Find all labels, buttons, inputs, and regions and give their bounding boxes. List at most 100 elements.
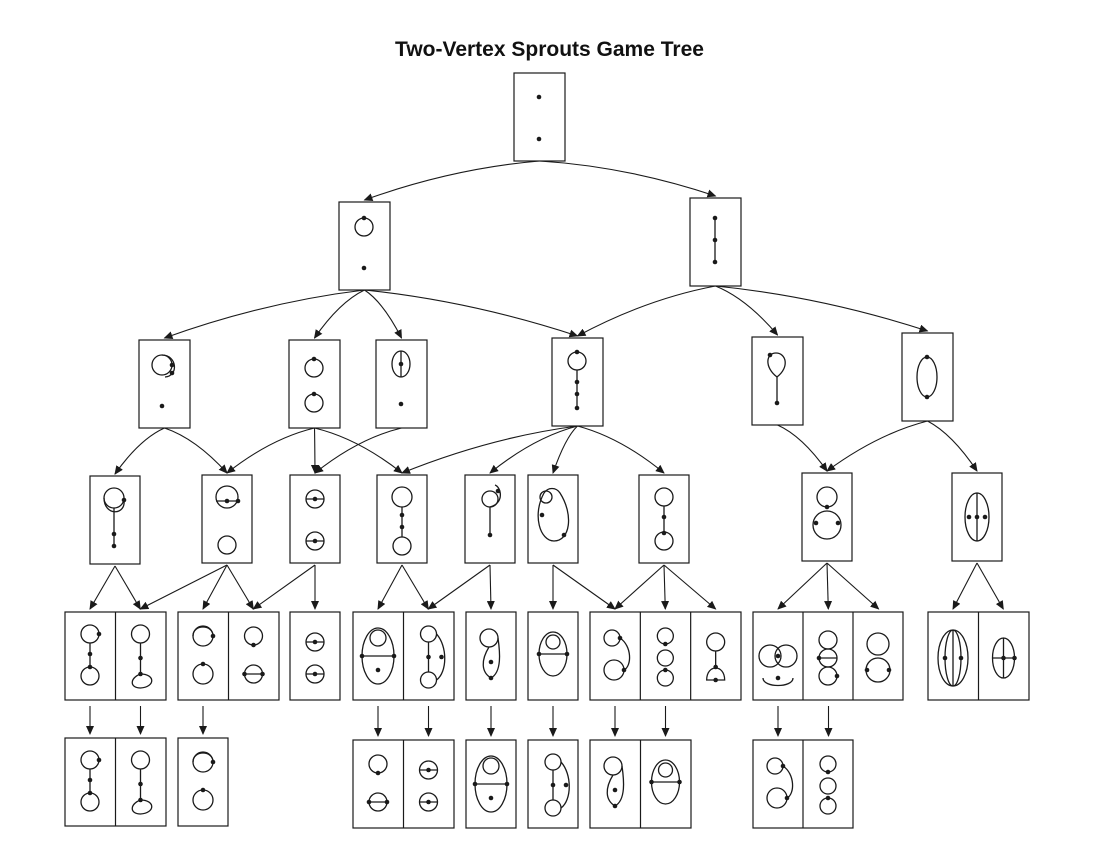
tree-node-d2 [289, 611, 341, 701]
tree-node-c1 [201, 474, 253, 564]
curve-path [161, 354, 176, 378]
vertex-dot [138, 655, 143, 661]
vertex-dot [712, 259, 718, 265]
tree-edge-arrow [427, 564, 491, 610]
sprouts-sketch [391, 486, 413, 556]
tree-edge-arrow [314, 427, 403, 474]
tree-node-c2 [289, 474, 341, 564]
curve-loop [758, 644, 782, 668]
tree-node-b3 [551, 337, 604, 427]
vertex-dot [982, 514, 988, 520]
tree-edge-arrow [663, 564, 717, 610]
curve-path [192, 626, 214, 637]
tree-edge-arrow [777, 424, 828, 472]
sprouts-sketch [80, 750, 102, 812]
sprouts-sketch [305, 489, 325, 551]
curve-path [103, 497, 125, 513]
curve-loop [545, 634, 561, 650]
tree-node-b0 [138, 339, 191, 429]
vertex-dot [312, 671, 318, 677]
vertex-dot [399, 512, 405, 518]
curve-path [436, 633, 446, 681]
vertex-dot [942, 655, 948, 661]
vertex-dot [536, 94, 542, 100]
vertex-dot [361, 215, 367, 221]
position-box [201, 474, 253, 564]
tree-edge-arrow [777, 562, 828, 610]
curve-path [489, 484, 502, 508]
tree-edge-arrow [364, 289, 579, 338]
vertex-dot [661, 514, 667, 520]
tree-node-e3 [465, 739, 517, 829]
vertex-dot [312, 496, 318, 502]
tree-edge-arrow [824, 562, 833, 610]
sprouts-sketch [192, 625, 216, 685]
tree-edge-arrow [89, 565, 116, 610]
vertex-dot [366, 799, 372, 805]
vertex-dot [87, 664, 93, 670]
vertex-dot [663, 641, 668, 647]
vertex-dot [504, 781, 510, 787]
vertex-dot [96, 631, 102, 637]
tree-edge-arrow [363, 160, 540, 202]
tree-edge-arrow [163, 289, 365, 340]
vertex-dot [713, 677, 718, 683]
vertex-dot [235, 498, 241, 504]
tree-edge-arrow [826, 420, 928, 472]
vertex-dot [974, 514, 980, 520]
vertex-dot [574, 349, 580, 355]
tree-edge-arrow [715, 285, 779, 336]
sprouts-sketch [964, 492, 990, 542]
sprouts-sketch [215, 485, 241, 555]
vertex-dot [159, 403, 165, 409]
vertex-dot [958, 655, 964, 661]
vertex-dot [242, 671, 247, 677]
vertex-dot [359, 653, 365, 659]
sprouts-sketch [536, 631, 570, 677]
tree-edge-arrow [927, 420, 978, 472]
tree-edge-arrow [139, 564, 228, 610]
sprouts-sketch [359, 627, 397, 685]
tree-edge-arrow [614, 564, 665, 610]
vertex-dot [87, 651, 93, 657]
tree-edge-arrow [364, 289, 402, 339]
curve-loop [369, 629, 387, 647]
curve-loop [819, 777, 837, 795]
tree-node-d6 [589, 611, 742, 701]
vertex-dot [813, 520, 819, 526]
vertex-dot [169, 370, 175, 376]
position-box [527, 474, 579, 564]
sprouts-sketch [354, 215, 374, 271]
curve-path [560, 761, 570, 809]
vertex-dot [311, 356, 317, 362]
sprouts-sketch [130, 750, 153, 815]
vertex-dot [312, 538, 318, 544]
vertex-dot [487, 532, 493, 538]
tree-node-c8 [951, 472, 1003, 562]
vertex-dot [488, 659, 494, 665]
tree-edge-arrow [401, 425, 578, 474]
curve-loop [482, 757, 500, 775]
sprouts-sketch [130, 624, 153, 689]
tree-edge-arrow [114, 565, 141, 610]
tree-node-c6 [638, 474, 690, 564]
sprouts-sketch [916, 354, 938, 400]
sprouts-sketch [654, 487, 674, 551]
curve-loop [215, 485, 239, 509]
sprouts-sketch [151, 354, 176, 409]
tree-edge-arrow [715, 285, 929, 333]
sprouts-sketch [603, 756, 625, 809]
sprouts-sketch [819, 755, 837, 815]
vertex-dot [138, 671, 143, 677]
sprouts-sketch [305, 632, 325, 684]
tree-node-b2 [375, 339, 428, 429]
vertex-dot [536, 136, 542, 142]
vertex-dot [661, 530, 667, 536]
curve-loop [774, 644, 798, 668]
sprouts-sketch [472, 755, 510, 813]
vertex-dot [612, 803, 618, 809]
curve-loop [656, 649, 674, 667]
vertex-dot [864, 667, 870, 673]
